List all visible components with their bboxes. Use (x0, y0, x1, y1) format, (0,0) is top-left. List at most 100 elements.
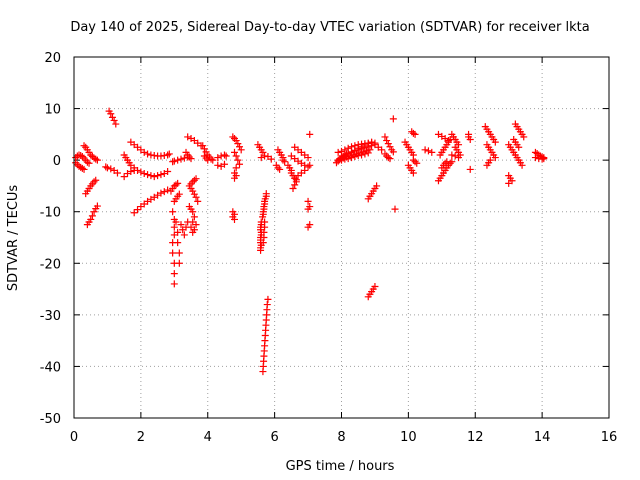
data-point (413, 159, 421, 167)
x-tick-label: 12 (467, 430, 484, 445)
data-point (172, 181, 180, 189)
data-point (177, 155, 185, 163)
data-point (170, 270, 178, 278)
data-point (174, 239, 182, 247)
data-point (164, 186, 172, 194)
data-point (515, 143, 523, 151)
data-point (222, 152, 230, 160)
data-point (147, 172, 155, 180)
data-point (384, 140, 392, 148)
data-point (107, 110, 115, 118)
data-point (154, 172, 162, 180)
data-point (189, 178, 197, 186)
data-point (192, 193, 200, 201)
data-point (291, 181, 299, 189)
data-point (169, 208, 177, 216)
data-point (110, 116, 118, 124)
data-point (192, 221, 200, 229)
data-point (424, 147, 432, 155)
data-point (236, 160, 244, 168)
data-point (180, 154, 188, 162)
data-point (92, 155, 100, 163)
data-point (80, 142, 88, 150)
data-point (93, 156, 101, 164)
data-point (214, 161, 222, 169)
data-point (127, 167, 135, 175)
data-point (180, 231, 188, 239)
y-tick-label: -30 (40, 309, 61, 324)
data-point (281, 158, 289, 166)
data-point (172, 218, 180, 226)
data-point (371, 139, 379, 147)
data-point (144, 150, 152, 158)
data-point (103, 164, 111, 172)
data-point (190, 226, 198, 234)
data-point (130, 166, 138, 174)
data-point (229, 133, 237, 141)
x-tick-label: 2 (137, 430, 145, 445)
data-point (207, 155, 215, 163)
data-point (354, 144, 362, 152)
x-tick-label: 0 (70, 430, 78, 445)
y-axis-label: SDTVAR / TECUs (6, 185, 21, 292)
data-point (189, 187, 197, 195)
x-tick-label: 6 (270, 430, 278, 445)
data-point (428, 148, 436, 156)
data-point (378, 146, 386, 154)
data-point (486, 156, 494, 164)
data-point (505, 179, 513, 187)
grid (74, 57, 609, 418)
data-point (304, 197, 312, 205)
data-point (491, 154, 499, 162)
data-point (90, 208, 98, 216)
data-point (361, 150, 369, 158)
data-point (259, 148, 267, 156)
data-point (391, 205, 399, 213)
data-point (175, 249, 183, 257)
data-point (520, 133, 528, 141)
data-point (78, 153, 86, 161)
data-point (87, 215, 95, 223)
data-point (264, 295, 272, 303)
data-point (540, 155, 548, 163)
data-point (204, 156, 212, 164)
data-point (108, 113, 116, 121)
data-point (409, 156, 417, 164)
y-tick-label: -20 (40, 257, 61, 272)
data-point (409, 169, 417, 177)
x-tick-label: 10 (400, 430, 417, 445)
data-point (304, 223, 312, 231)
data-point (443, 158, 451, 166)
data-point (231, 215, 238, 223)
data-point (174, 156, 182, 164)
data-point (491, 138, 499, 146)
data-point (190, 176, 198, 184)
data-point (220, 160, 228, 168)
data-point (87, 151, 95, 159)
data-point (220, 151, 228, 159)
data-point (177, 221, 185, 229)
data-point (301, 166, 309, 174)
data-point (237, 146, 245, 154)
data-point (421, 146, 429, 154)
data-point (88, 212, 96, 220)
data-point (456, 151, 464, 159)
data-point (389, 115, 397, 123)
data-point (267, 155, 275, 163)
data-point (411, 130, 419, 138)
data-point (232, 152, 240, 160)
data-point (190, 213, 198, 221)
data-point (260, 234, 268, 241)
data-point (411, 158, 419, 166)
data-point (231, 174, 238, 182)
data-point (175, 259, 183, 267)
data-point (202, 148, 210, 156)
data-point (386, 143, 394, 151)
data-point (383, 137, 391, 145)
data-point (234, 156, 242, 164)
data-point (144, 171, 152, 179)
data-point (137, 168, 145, 176)
data-point (361, 141, 369, 149)
data-point (200, 145, 208, 153)
data-point (164, 167, 172, 175)
